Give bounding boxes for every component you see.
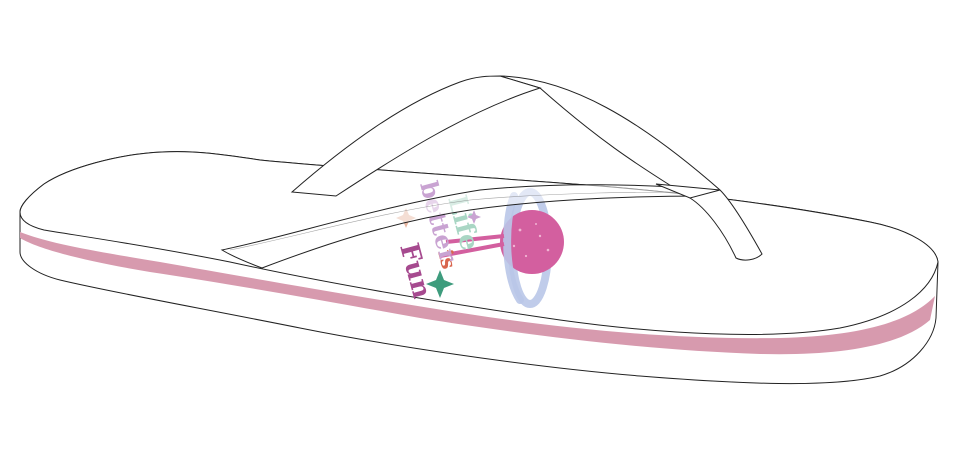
- strap-base: [220, 184, 721, 269]
- sparkle-lavender-icon: [467, 210, 481, 224]
- sparkle-green-icon: [426, 270, 454, 298]
- strap-toe-post: [655, 183, 721, 199]
- sole-stripe: [20, 232, 935, 355]
- planet-texture: [512, 223, 550, 258]
- print-stick: [439, 234, 505, 258]
- planet: [500, 210, 564, 274]
- strap-front-right: [499, 75, 763, 261]
- strap-base-inner-line: [229, 191, 713, 251]
- strap-front-left: [290, 75, 542, 197]
